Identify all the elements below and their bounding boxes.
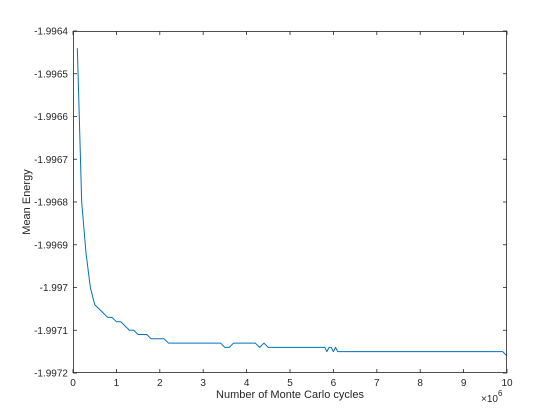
x-tick-label: 7 [374,378,380,389]
x-tick-label: 0 [70,378,76,389]
y-tick-label: -1.9965 [34,69,68,80]
y-ticks: -1.9964 -1.9965 -1.9966 -1.9967 -1.9968 -1.99… [34,27,507,380]
x-tick-label: 3 [200,378,206,389]
y-tick-label: -1.9968 [34,198,68,209]
x-tick-label: 4 [244,378,250,389]
series-layer [76,48,508,357]
y-tick-label: -1.997 [40,283,69,294]
y-axis-label: Mean Energy [21,169,33,235]
y-tick-label: -1.9967 [34,155,68,166]
x-axis-label: Number of Monte Carlo cycles [216,389,364,401]
x-tick-label: 2 [157,378,163,389]
x-tick-label: 6 [331,378,337,389]
x-tick-label: 1 [114,378,120,389]
x-tick-label: 5 [287,378,293,389]
x-axis-exponent: 6 [498,389,503,398]
x-axis-multiplier: ×10 [481,394,498,405]
y-tick-label: -1.9969 [34,240,68,251]
y-tick-label: -1.9966 [34,112,68,123]
x-ticks: 0 1 2 3 4 5 6 7 8 9 10 [70,31,513,389]
x-tick-label: 10 [501,378,513,389]
x-tick-label: 8 [417,378,423,389]
x-tick-label: 9 [461,378,467,389]
series-line-0 [76,48,508,357]
plot-area [73,31,507,373]
y-tick-label: -1.9971 [34,326,68,337]
y-tick-label: -1.9972 [34,369,68,380]
y-tick-label: -1.9964 [34,27,68,38]
